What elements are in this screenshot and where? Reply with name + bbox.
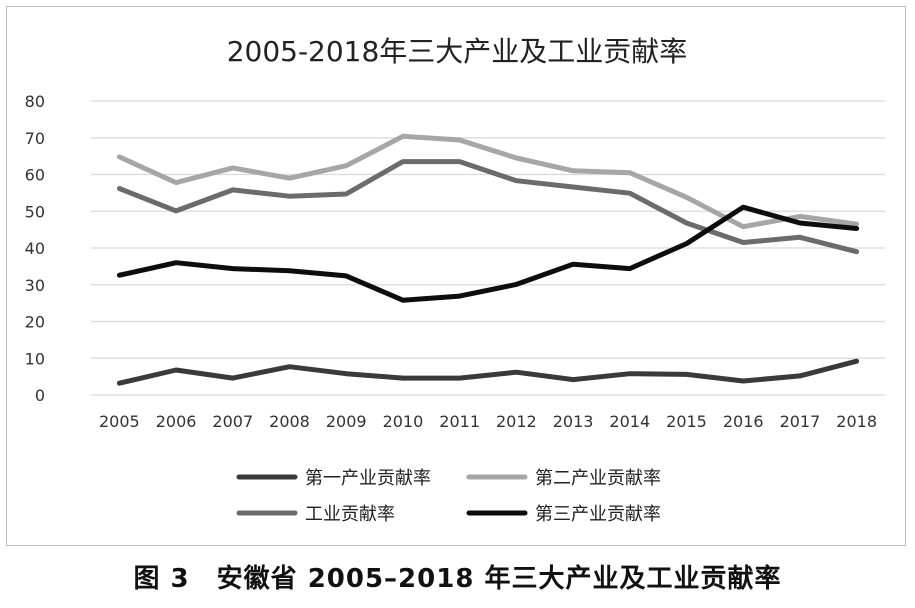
y-tick-label: 50 xyxy=(25,202,45,221)
x-tick-label: 2007 xyxy=(212,412,253,431)
x-tick-label: 2018 xyxy=(836,412,877,431)
y-axis-ticks: 0 10 20 30 40 50 60 70 80 xyxy=(25,92,45,405)
x-tick-label: 2012 xyxy=(496,412,537,431)
x-tick-label: 2006 xyxy=(156,412,197,431)
x-tick-label: 2011 xyxy=(439,412,480,431)
chart-frame: 2005-2018年三大产业及工业贡献率 0 10 20 30 40 50 60 70 80 2… xyxy=(6,6,906,546)
x-axis-ticks: 2005 2006 2007 2008 2009 2010 2011 2012 2013 2014… xyxy=(99,412,877,431)
series-line-2 xyxy=(116,159,860,255)
legend-label: 第一产业贡献率 xyxy=(305,468,431,489)
y-tick-label: 20 xyxy=(25,313,45,332)
x-tick-label: 2008 xyxy=(269,412,310,431)
x-tick-label: 2005 xyxy=(99,412,140,431)
chart-title: 2005-2018年三大产业及工业贡献率 xyxy=(227,35,688,68)
series-line-3 xyxy=(116,204,860,303)
x-tick-label: 2017 xyxy=(780,412,821,431)
x-tick-label: 2010 xyxy=(383,412,424,431)
y-tick-label: 60 xyxy=(25,166,45,185)
y-tick-label: 80 xyxy=(25,92,45,111)
chart-svg: 2005-2018年三大产业及工业贡献率 0 10 20 30 40 50 60 70 80 2… xyxy=(25,35,885,525)
series-lines xyxy=(116,133,860,386)
figure-caption: 图 3 安徽省 2005–2018 年三大产业及工业贡献率 xyxy=(133,564,782,594)
gridlines xyxy=(91,100,885,396)
y-tick-label: 70 xyxy=(25,129,45,148)
legend-label: 工业贡献率 xyxy=(305,504,395,525)
x-tick-label: 2013 xyxy=(553,412,594,431)
y-tick-label: 0 xyxy=(35,386,45,405)
x-tick-label: 2016 xyxy=(723,412,764,431)
y-tick-label: 40 xyxy=(25,239,45,258)
x-tick-label: 2009 xyxy=(326,412,367,431)
y-tick-label: 30 xyxy=(25,276,45,295)
legend-label: 第三产业贡献率 xyxy=(535,504,661,525)
series-line-0 xyxy=(116,358,860,386)
series-line-1 xyxy=(116,133,860,230)
x-tick-label: 2015 xyxy=(666,412,707,431)
y-tick-label: 10 xyxy=(25,349,45,368)
x-tick-label: 2014 xyxy=(609,412,650,431)
legend-label: 第二产业贡献率 xyxy=(535,468,661,489)
